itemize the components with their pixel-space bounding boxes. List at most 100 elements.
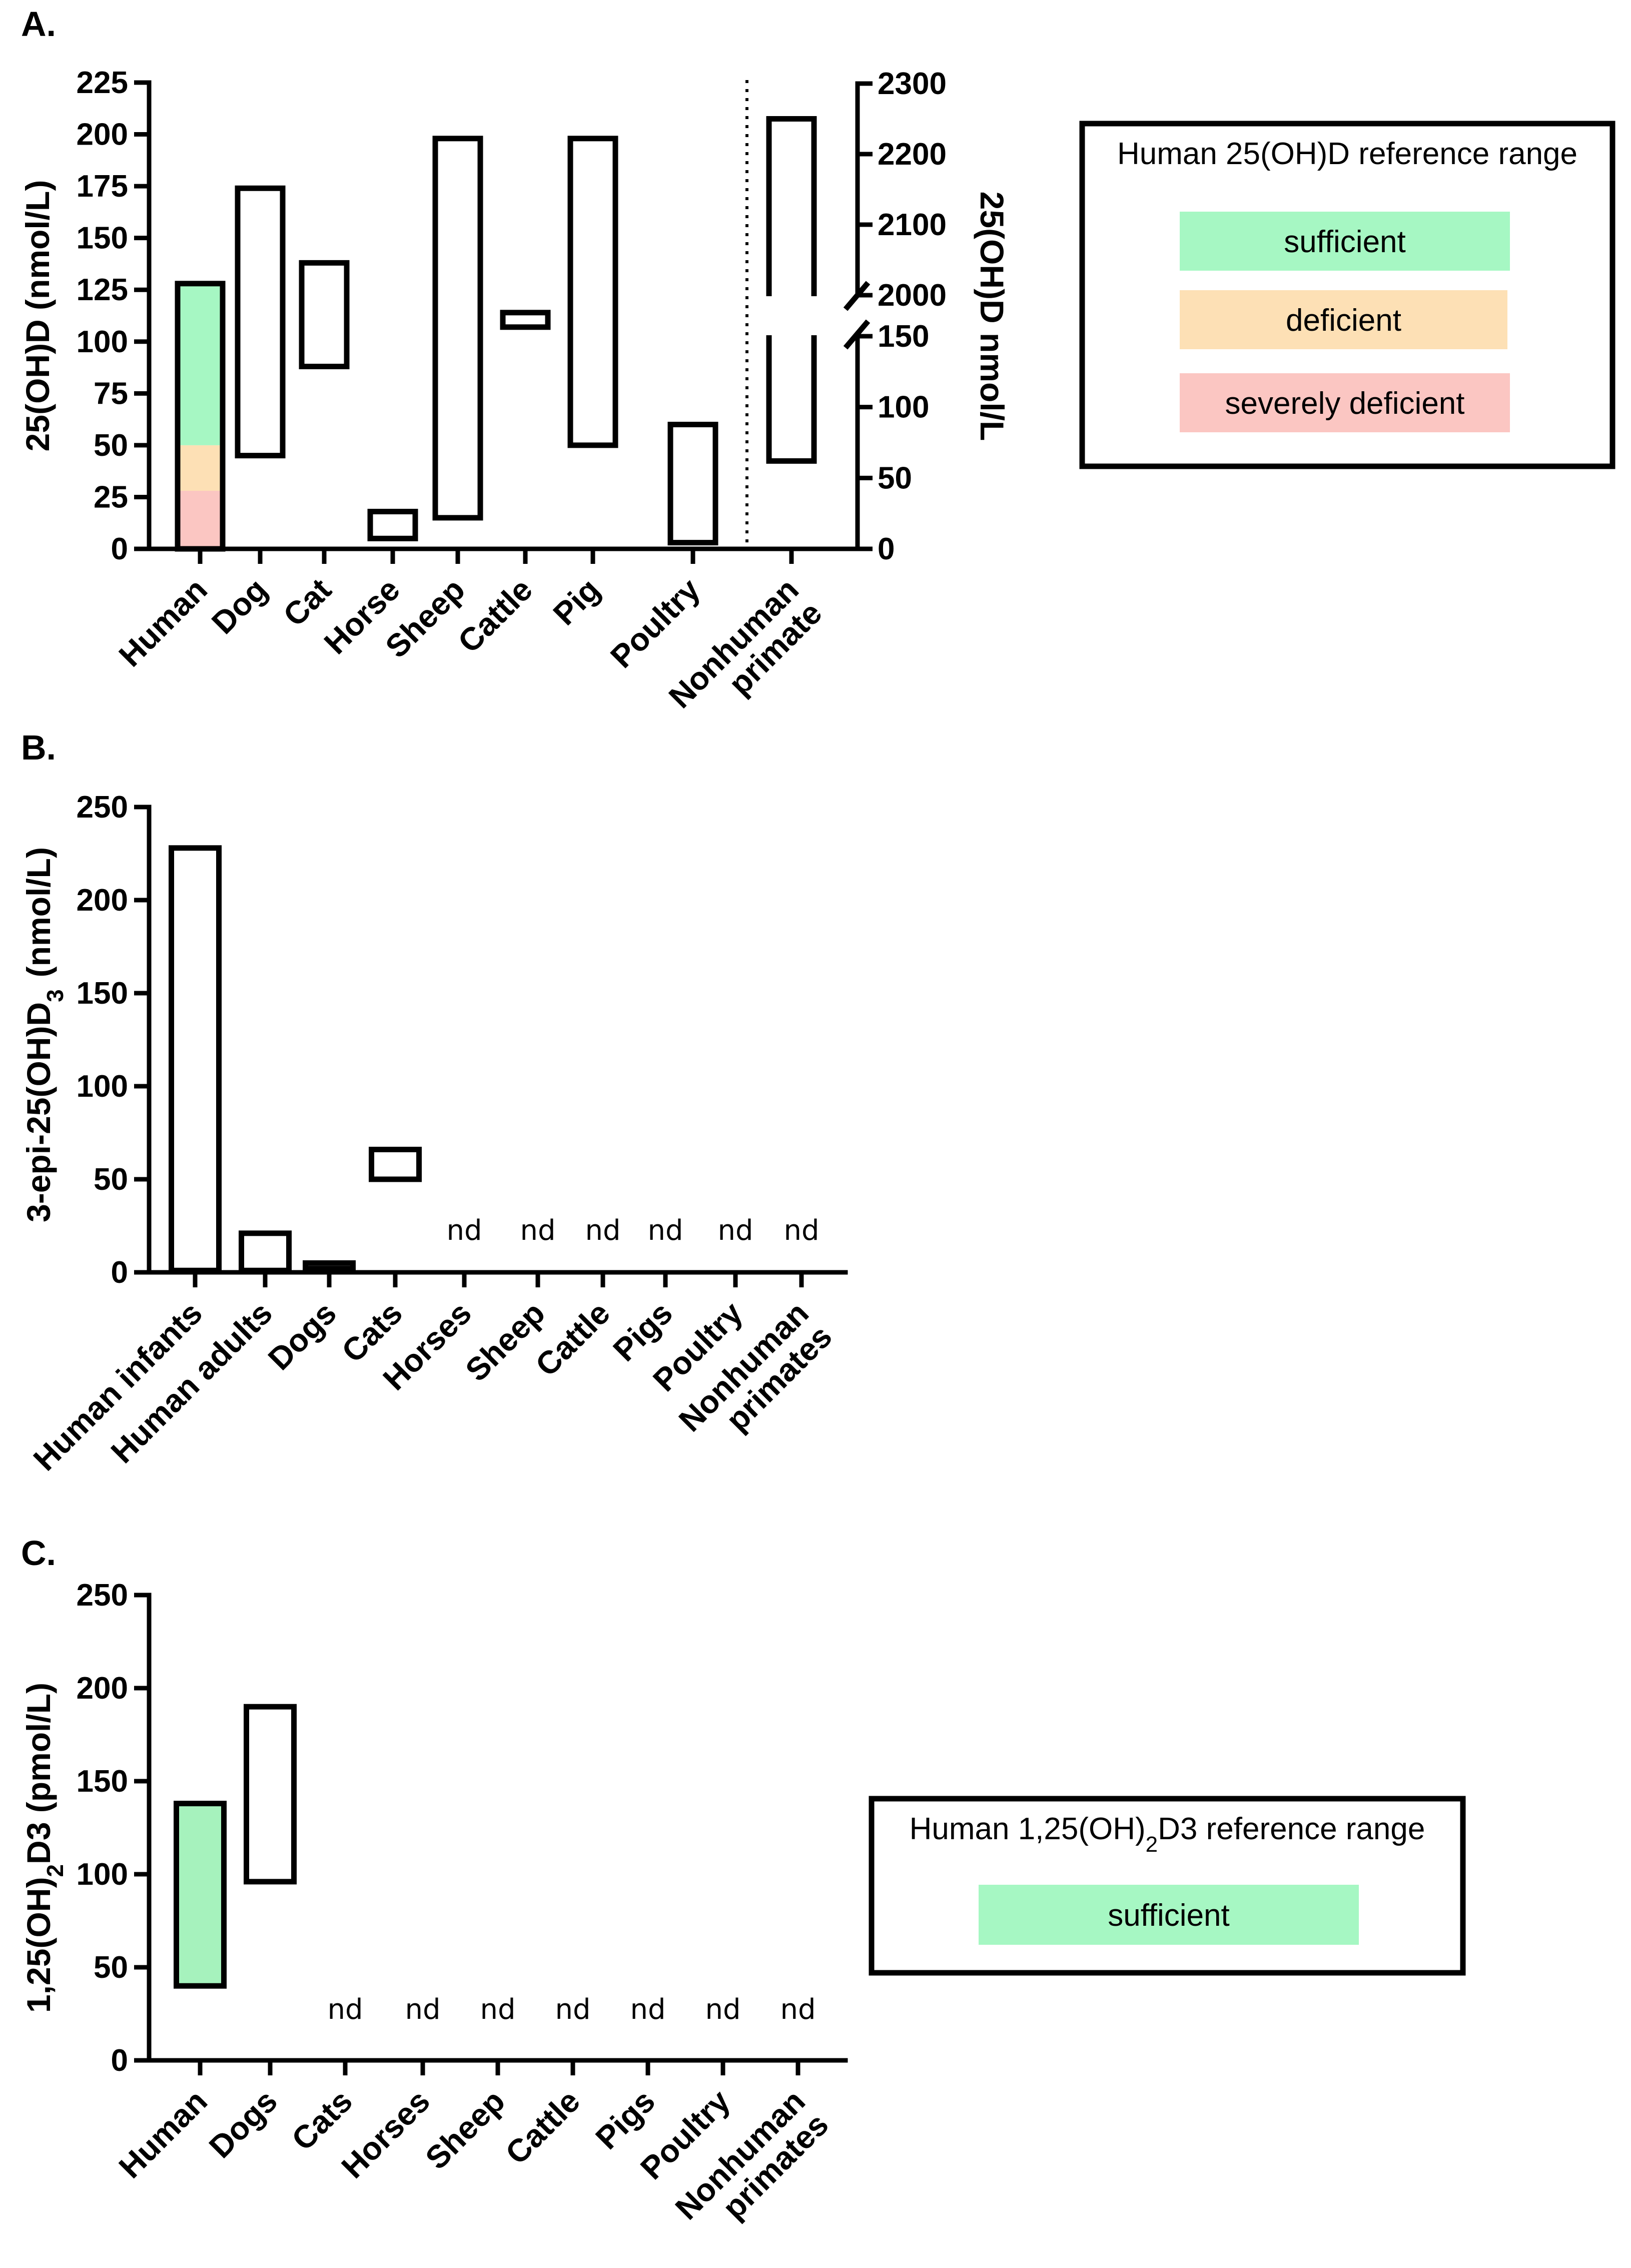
panel-a-label: A.	[21, 5, 56, 44]
range-bar-cats	[369, 1146, 422, 1182]
range-bar-cat	[299, 260, 350, 369]
panel-c-label: C.	[21, 1534, 56, 1573]
nd-label: nd	[480, 1993, 515, 2026]
y-tick-label-right: 50	[878, 461, 912, 495]
category-label-line: Cattle	[451, 571, 539, 660]
y-tick-label-left: 150	[77, 221, 128, 256]
y-axis-title-unit: D3 (pmol/L)	[20, 1683, 57, 1864]
nd-label: nd	[555, 1993, 590, 2026]
panel-a: A. 0 25 50 75 100 125 150 175 200 225 25(OH)D (nmol…	[19, 5, 1615, 715]
category-label: Dogs	[261, 1295, 343, 1377]
range-bar-cattle	[500, 310, 551, 330]
y-axis-title: 1,25(OH)2D3 (pmol/L)	[20, 1683, 68, 2013]
range-bar-pig	[567, 136, 618, 448]
nd-label: nd	[780, 1993, 816, 2026]
category-label: Human	[112, 2083, 214, 2185]
y-tick-label-left: 100	[77, 325, 128, 359]
y-tick-label: 250	[77, 790, 128, 825]
category-label-line: Sheep	[418, 2083, 512, 2176]
legend-a-swatch-sufficient	[1180, 212, 1510, 271]
axis-break-mark	[843, 319, 871, 350]
category-label-line: Dog	[205, 571, 274, 641]
human-band-severely-deficient	[178, 491, 223, 549]
legend-a-title: Human 25(OH)D reference range	[1117, 137, 1577, 171]
y-tick-label: 50	[94, 1162, 128, 1197]
legend-a-swatch-deficient	[1180, 290, 1507, 349]
y-tick-label-right: 100	[878, 390, 929, 425]
y-axis-title-subscript: 2	[42, 1864, 68, 1877]
y-tick-label: 200	[77, 1671, 128, 1706]
legend-a-swatch-severely-deficient	[1180, 373, 1510, 432]
range-bar-nonhuman-primate-lower	[766, 335, 817, 464]
nd-label: nd	[630, 1993, 665, 2026]
y-tick-label: 0	[111, 2043, 128, 2078]
y-tick-label-right: 150	[878, 319, 929, 354]
y-tick-label: 100	[77, 1857, 128, 1892]
y-axis-title-main: 1,25(OH)	[20, 1877, 57, 2013]
y-tick-label-left: 200	[77, 118, 128, 152]
nd-label: nd	[717, 1214, 753, 1247]
y-axis-title-main: 3-epi-25(OH)D	[20, 1002, 57, 1222]
y-tick-label: 50	[94, 1950, 128, 1985]
nd-label: nd	[405, 1993, 440, 2026]
y-tick-label-right: 2300	[878, 67, 947, 101]
y-axis-title: 3-epi-25(OH)D3 (nmol/L)	[20, 847, 68, 1222]
legend-a-label-severely-deficient: severely deficient	[1225, 386, 1464, 421]
category-label: Sheep	[418, 2083, 512, 2176]
nd-label: nd	[647, 1214, 683, 1247]
category-label: Sheep	[458, 1295, 552, 1388]
nd-label: nd	[446, 1214, 482, 1247]
range-bar-dogs	[303, 1260, 356, 1272]
range-bar-nonhuman-primate-upper	[766, 116, 817, 296]
y-tick-label-left: 225	[77, 66, 128, 100]
category-label: Pig	[546, 571, 607, 632]
legend-a-label-sufficient: sufficient	[1284, 225, 1406, 259]
category-label-line: Dogs	[261, 1295, 343, 1377]
range-bar-dog	[235, 185, 286, 459]
range-bar-human-infants	[169, 845, 222, 1273]
y-axis-title-unit: (nmol/L)	[20, 847, 57, 977]
category-label-line: Dogs	[202, 2083, 284, 2165]
range-bar-horse	[367, 508, 418, 541]
y-tick-label: 150	[77, 976, 128, 1011]
range-bar-human-adults	[239, 1230, 292, 1273]
y-tick-label-left: 75	[94, 376, 128, 411]
nd-label: nd	[783, 1214, 819, 1247]
axis-break-mark	[843, 281, 871, 311]
category-label-line: Horses	[335, 2083, 437, 2185]
panel-b-label: B.	[21, 728, 56, 767]
y-tick-label: 100	[77, 1069, 128, 1104]
human-band-sufficient	[178, 283, 223, 445]
range-bar-dogs	[244, 1704, 297, 1885]
y-tick-label-left: 50	[94, 428, 128, 463]
category-label: Cattle	[528, 1295, 617, 1383]
legend-c-title: Human 1,25(OH)2D3 reference range	[910, 1812, 1425, 1857]
category-label: Nonhumanprimates	[672, 1295, 839, 1462]
category-label: Human	[112, 571, 214, 673]
category-label: Cattle	[498, 2083, 587, 2171]
legend-a-label-deficient: deficient	[1286, 303, 1401, 338]
legend-c-title-rest: D3 reference range	[1158, 1812, 1425, 1846]
category-label-line: Human	[112, 571, 214, 673]
y-tick-label-left: 0	[111, 532, 128, 566]
y-tick-label-right: 2100	[878, 208, 947, 242]
category-label: Cattle	[451, 571, 539, 660]
nd-label: nd	[705, 1993, 740, 2026]
category-label-line: Pig	[546, 571, 607, 632]
range-bar-sheep	[432, 136, 483, 521]
y-tick-label-left: 25	[94, 480, 128, 514]
nd-label: nd	[327, 1993, 363, 2026]
category-label: Dogs	[202, 2083, 284, 2165]
y-tick-label-right: 2200	[878, 137, 947, 172]
category-label-line: Cattle	[498, 2083, 587, 2171]
y-axis-title-subscript: 3	[42, 989, 68, 1002]
legend-c-title-main: Human 1,25(OH)	[910, 1812, 1146, 1846]
y-tick-label-right: 2000	[878, 278, 947, 313]
panel-b: B. 0 50 100 150 200 250 3-epi-25(OH)D3 (nmol/L) n…	[20, 728, 848, 1477]
y-axis-title-left: 25(OH)D (nmol/L)	[19, 180, 56, 452]
human-band-deficient	[178, 445, 223, 491]
legend-c-swatch-sufficient	[979, 1885, 1359, 1945]
legend-c-label-sufficient: sufficient	[1108, 1898, 1230, 1933]
